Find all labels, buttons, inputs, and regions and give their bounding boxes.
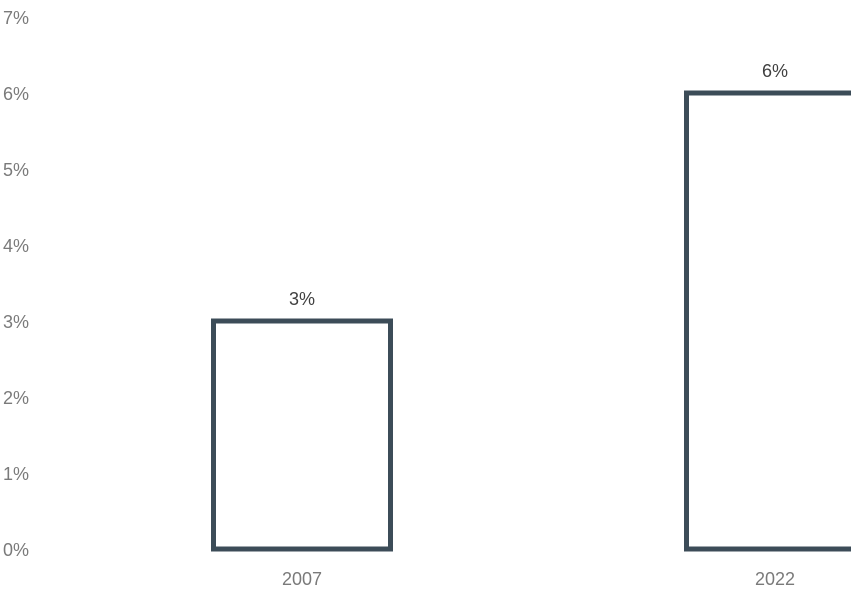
x-axis: 2007 2022 xyxy=(282,569,795,589)
bar-2022 xyxy=(684,90,851,552)
y-tick-label: 3% xyxy=(3,312,29,332)
y-tick-label: 4% xyxy=(3,236,29,256)
y-tick-label: 5% xyxy=(3,160,29,180)
x-tick-label: 2022 xyxy=(755,569,795,589)
bar-2007 xyxy=(211,318,393,552)
y-tick-label: 1% xyxy=(3,464,29,484)
x-tick-label: 2007 xyxy=(282,569,322,589)
data-label: 3% xyxy=(289,289,315,309)
y-tick-label: 7% xyxy=(3,8,29,28)
data-label: 6% xyxy=(762,61,788,81)
y-tick-label: 2% xyxy=(3,388,29,408)
y-tick-label: 6% xyxy=(3,84,29,104)
bars: 3% 6% xyxy=(211,61,851,552)
y-tick-label: 0% xyxy=(3,540,29,560)
y-axis: 0% 1% 2% 3% 4% 5% 6% 7% xyxy=(3,8,29,560)
